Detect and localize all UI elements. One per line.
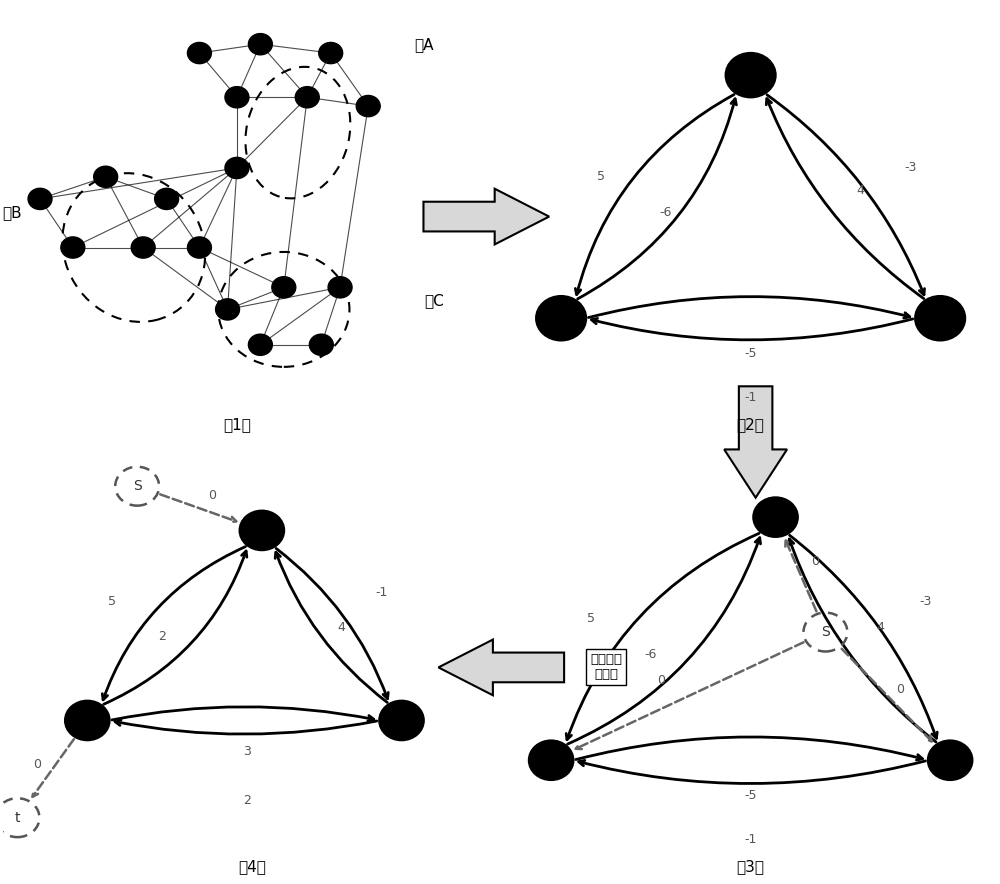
Text: （1）: （1） — [223, 417, 251, 431]
Circle shape — [309, 334, 333, 355]
Text: （2）: （2） — [737, 417, 765, 431]
Circle shape — [380, 701, 423, 740]
Text: A: A — [256, 523, 268, 537]
Circle shape — [536, 296, 586, 340]
Circle shape — [272, 277, 296, 298]
Circle shape — [216, 299, 240, 320]
Circle shape — [131, 237, 155, 258]
Text: 5: 5 — [108, 595, 116, 607]
Text: 3: 3 — [243, 745, 251, 758]
Circle shape — [225, 87, 249, 108]
Circle shape — [328, 277, 352, 298]
Text: 域C: 域C — [424, 293, 444, 308]
Text: A: A — [770, 510, 781, 524]
Text: 商图中无
负权环: 商图中无 负权环 — [590, 653, 622, 682]
Text: B: B — [545, 753, 557, 767]
Text: -5: -5 — [744, 789, 757, 802]
Polygon shape — [724, 386, 787, 498]
Circle shape — [319, 42, 343, 64]
Text: 5: 5 — [597, 171, 605, 183]
Text: 0: 0 — [896, 683, 904, 696]
Text: 0: 0 — [208, 489, 216, 501]
Circle shape — [754, 498, 798, 537]
Text: 域B: 域B — [2, 205, 22, 219]
Text: B: B — [82, 713, 93, 728]
Polygon shape — [438, 640, 564, 695]
Circle shape — [295, 87, 319, 108]
Polygon shape — [423, 189, 549, 244]
Circle shape — [248, 34, 272, 55]
Text: 0: 0 — [657, 674, 665, 687]
Text: -1: -1 — [375, 586, 388, 598]
Circle shape — [356, 95, 380, 117]
Circle shape — [529, 741, 573, 780]
Text: C: C — [935, 311, 946, 325]
Circle shape — [94, 166, 118, 187]
Text: 5: 5 — [587, 613, 595, 625]
Circle shape — [187, 42, 211, 64]
Text: A: A — [745, 68, 757, 82]
Text: C: C — [945, 753, 956, 767]
Text: 0: 0 — [811, 555, 819, 568]
Text: t: t — [15, 811, 20, 825]
Circle shape — [726, 53, 775, 97]
Text: （3）: （3） — [737, 859, 765, 873]
Text: （4）: （4） — [238, 859, 266, 873]
Text: -1: -1 — [744, 392, 757, 404]
Text: 4: 4 — [876, 621, 884, 634]
Text: -5: -5 — [744, 347, 757, 360]
Text: C: C — [396, 713, 407, 728]
Circle shape — [155, 188, 179, 210]
Text: -3: -3 — [904, 162, 916, 174]
Text: 2: 2 — [158, 630, 166, 643]
Text: 0: 0 — [33, 758, 41, 771]
Text: B: B — [555, 311, 567, 325]
Circle shape — [65, 701, 109, 740]
Circle shape — [28, 188, 52, 210]
Circle shape — [240, 511, 284, 550]
Circle shape — [225, 157, 249, 179]
Text: 域A: 域A — [415, 37, 434, 51]
Text: -1: -1 — [744, 834, 757, 846]
Text: -3: -3 — [919, 595, 931, 607]
Circle shape — [187, 237, 211, 258]
Text: S: S — [821, 625, 830, 639]
Circle shape — [928, 741, 972, 780]
Text: -6: -6 — [660, 206, 672, 218]
Text: -6: -6 — [645, 648, 657, 660]
Text: S: S — [133, 479, 142, 493]
Circle shape — [61, 237, 85, 258]
Circle shape — [915, 296, 965, 340]
Text: 4: 4 — [338, 621, 346, 634]
Circle shape — [248, 334, 272, 355]
Text: 2: 2 — [243, 794, 251, 806]
Text: 4: 4 — [856, 184, 864, 196]
